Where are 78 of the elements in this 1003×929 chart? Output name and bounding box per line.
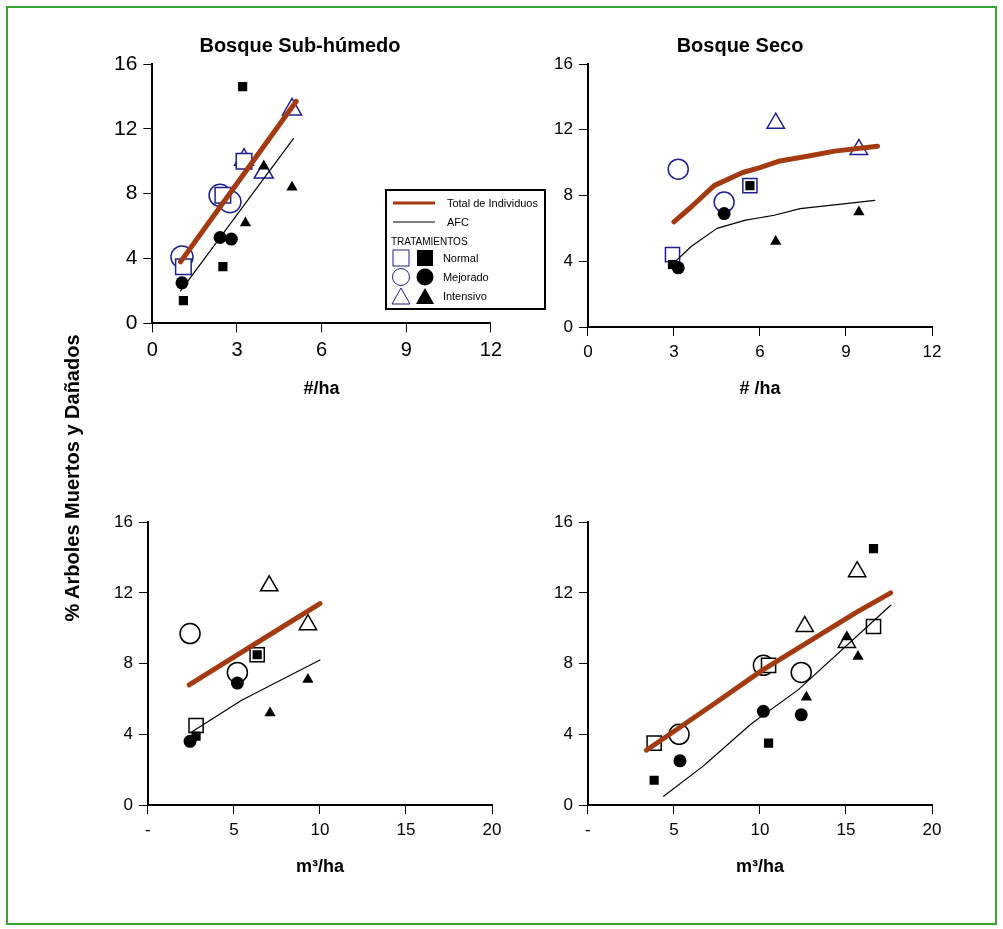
y-tick-label: 0 [125,310,138,334]
point [763,738,774,748]
y-tick-label: 0 [563,794,573,814]
y-tick-label: 12 [114,115,138,139]
x-tick-label: 0 [146,337,158,360]
y-tick-label: 16 [113,511,133,531]
y-tick-label: 12 [553,582,573,602]
x-tick-label: 6 [755,341,765,361]
point [673,754,687,768]
point [218,262,228,272]
point [649,775,659,785]
y-tick-label: 16 [553,511,573,531]
x-tick-label: 9 [841,341,851,361]
legend-title: TRATAMIENTOS [390,235,469,247]
x-tick-label: 15 [836,819,856,839]
point [298,613,318,631]
chart-title: Bosque Seco [676,33,804,56]
y-tick-label: 12 [113,582,133,602]
legend-label: AFC [446,215,469,228]
x-tick-label: 5 [669,819,679,839]
point [230,676,244,690]
y-tick-label: 8 [123,653,133,673]
x-axis-title: # /ha [739,378,782,399]
point [795,615,815,633]
x-tick-label: 20 [482,819,502,839]
point [794,708,808,722]
x-tick-label: 3 [231,337,243,360]
point [853,205,865,216]
y-tick-label: 4 [123,723,133,743]
point [790,661,812,684]
point [259,575,279,592]
x-tick-label: 10 [310,819,330,839]
x-tick-label: 9 [400,337,412,360]
x-tick-label: 6 [316,337,328,360]
point [847,560,867,578]
legend-label: Total de Individuos [446,196,538,209]
point [178,296,188,306]
y-tick-label: 8 [125,180,138,204]
y-tick-label: 16 [114,50,138,74]
point [239,216,252,227]
legend-label: Mejorado [442,270,489,283]
x-tick-label: 12 [922,341,942,361]
point [264,706,276,717]
x-tick-label: 5 [229,819,239,839]
point [224,232,238,246]
point [302,673,314,683]
y-tick-label: 8 [563,185,573,205]
point [800,690,813,701]
x-axis-title: m³/ha [295,856,345,877]
x-tick-label: - [585,819,591,839]
x-tick-label: 10 [750,819,770,839]
y-tick-label: 8 [563,653,573,673]
x-axis-title: #/ha [303,378,341,399]
x-tick-label: - [145,819,151,839]
y-axis-title: % Arboles Muertos y Dañados [60,334,84,622]
y-tick-label: 12 [553,119,573,139]
y-tick-label: 0 [563,316,573,336]
x-tick-label: 3 [669,341,679,361]
point [667,158,689,180]
x-axis-title: m³/ha [735,856,785,877]
point [238,82,248,92]
y-tick-label: 4 [563,723,573,743]
x-tick-label: 15 [396,819,416,839]
x-tick-label: 12 [479,337,502,360]
point [766,112,786,129]
y-tick-label: 0 [123,794,133,814]
point [717,207,731,221]
legend-label: Normal [442,251,479,264]
point [852,650,864,660]
legend-label: Intensivo [442,289,487,302]
y-tick-label: 4 [125,245,138,269]
x-tick-label: 20 [922,819,942,839]
point [770,235,782,245]
chart-title: Bosque Sub-húmedo [199,33,401,56]
x-tick-label: 0 [583,341,593,361]
y-tick-label: 16 [553,53,573,73]
y-tick-label: 4 [563,250,573,270]
point [179,622,201,645]
